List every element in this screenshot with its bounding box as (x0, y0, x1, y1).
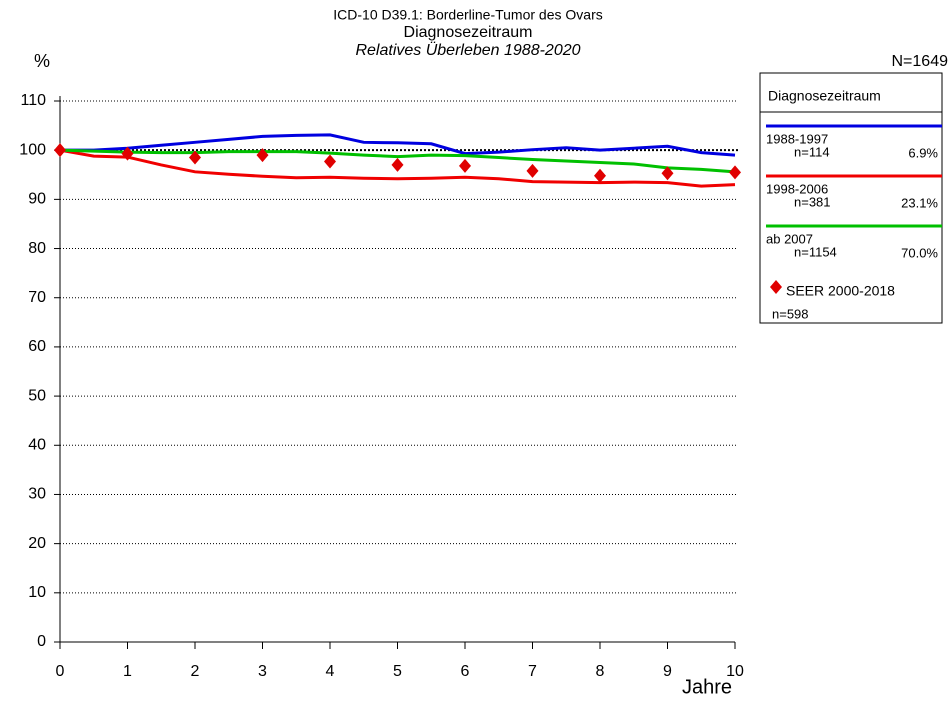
legend-n: n=114 (794, 144, 830, 159)
y-tick-label: 30 (28, 486, 46, 503)
marker (189, 150, 201, 165)
marker (459, 158, 471, 173)
marker (661, 166, 674, 181)
y-axis-label: % (34, 51, 50, 71)
legend-n: n=598 (772, 306, 809, 321)
legend-title: Diagnosezeitraum (768, 88, 881, 104)
x-tick-label: 2 (191, 663, 200, 680)
x-tick-label: 4 (326, 663, 335, 680)
marker (391, 157, 404, 172)
legend-label: ab 2007 (766, 231, 813, 246)
y-tick-label: 90 (28, 191, 46, 208)
y-tick-label: 70 (28, 289, 46, 306)
y-tick-label: 110 (20, 92, 46, 109)
y-tick-label: 40 (28, 436, 46, 453)
marker (594, 168, 606, 183)
x-tick-label: 8 (596, 663, 605, 680)
legend-marker (770, 280, 782, 294)
y-tick-label: 50 (28, 387, 46, 404)
chart-subtitle: Relatives Überleben 1988-2020 (355, 41, 580, 59)
series-line (59, 148, 736, 188)
legend-label: 1998-2006 (766, 181, 828, 196)
x-tick-label: 0 (56, 663, 65, 680)
y-tick-label: 20 (28, 535, 46, 552)
legend-share: 23.1% (901, 195, 938, 210)
marker (324, 154, 336, 169)
x-tick-label: 5 (393, 663, 402, 680)
y-tick-label: 80 (28, 240, 46, 257)
y-tick-label: 0 (37, 633, 46, 650)
x-axis-label: Jahre (682, 676, 732, 698)
y-tick-label: 100 (19, 141, 46, 158)
legend-n: n=381 (794, 194, 831, 209)
legend-share: 6.9% (908, 145, 938, 160)
x-tick-label: 7 (528, 663, 537, 680)
marker (121, 146, 134, 161)
legend-box (759, 72, 943, 324)
chart-subtitle: Diagnosezeitraum (404, 24, 533, 41)
chart-title: ICD-10 D39.1: Borderline-Tumor des Ovars (333, 7, 602, 23)
x-tick-label: 10 (726, 663, 744, 680)
marker (526, 163, 539, 178)
legend-label: 1988-1997 (766, 131, 828, 146)
marker (256, 148, 269, 163)
y-tick-label: 60 (28, 338, 46, 355)
y-tick-label: 10 (28, 584, 46, 601)
marker (54, 143, 66, 158)
legend-share: 70.0% (901, 245, 938, 260)
x-tick-label: 9 (663, 663, 672, 680)
marker (729, 165, 741, 180)
series-line (59, 148, 736, 174)
x-tick-label: 1 (123, 663, 132, 680)
legend-label: SEER 2000-2018 (786, 283, 895, 299)
legend-n: n=1154 (794, 244, 837, 259)
x-tick-label: 6 (461, 663, 470, 680)
series-line (60, 133, 736, 157)
x-tick-label: 3 (258, 663, 267, 680)
annotation: N=1649 (892, 53, 949, 70)
